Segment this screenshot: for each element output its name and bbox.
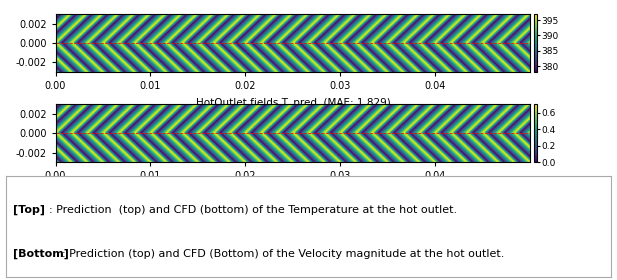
Text: [Top]: [Top] (14, 205, 46, 215)
Text: : Prediction  (top) and CFD (bottom) of the Temperature at the hot outlet.: : Prediction (top) and CFD (bottom) of t… (49, 205, 457, 215)
X-axis label: HotOutlet.fields.T_pred  (MAE: 1.829): HotOutlet.fields.T_pred (MAE: 1.829) (196, 97, 391, 108)
Text: [Bottom]: [Bottom] (14, 249, 69, 259)
X-axis label: HotOutlet.fields.U_pred  (MAE: 0.071): HotOutlet.fields.U_pred (MAE: 0.071) (195, 187, 391, 198)
Text: : Prediction (top) and CFD (Bottom) of the Velocity magnitude at the hot outlet.: : Prediction (top) and CFD (Bottom) of t… (62, 249, 504, 259)
